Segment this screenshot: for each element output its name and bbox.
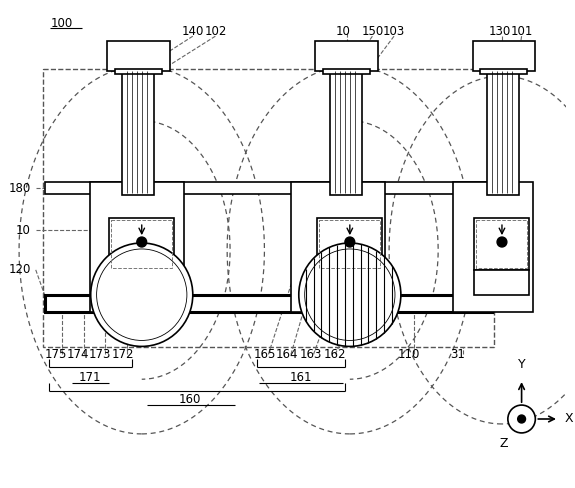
Text: 110: 110 (397, 348, 420, 361)
Text: 173: 173 (89, 348, 111, 361)
Text: 120: 120 (9, 264, 31, 276)
Bar (453, 183, 534, 312)
Bar (90, 183, 184, 312)
Text: 161: 161 (289, 371, 312, 384)
Bar (109, 218, 174, 270)
Bar (115, 69, 162, 74)
Text: Y: Y (518, 358, 526, 371)
Text: 101: 101 (511, 25, 533, 38)
Bar (45, 183, 492, 194)
Text: 174: 174 (67, 348, 89, 361)
Text: 180: 180 (9, 182, 31, 195)
Bar (473, 41, 535, 71)
Bar (477, 220, 527, 268)
Circle shape (508, 405, 535, 433)
Bar (316, 41, 378, 71)
Text: 162: 162 (324, 348, 346, 361)
Bar (474, 218, 530, 270)
Text: 172: 172 (112, 348, 135, 361)
Bar (45, 295, 492, 312)
Bar (487, 69, 519, 195)
Bar (319, 220, 380, 268)
Circle shape (137, 237, 147, 247)
Bar (122, 69, 154, 195)
Text: X: X (565, 412, 573, 426)
Text: 164: 164 (276, 348, 298, 361)
Text: 130: 130 (489, 25, 511, 38)
Circle shape (345, 237, 355, 247)
Circle shape (91, 243, 193, 346)
Text: 10: 10 (336, 25, 350, 38)
Bar (291, 183, 385, 312)
Text: 160: 160 (179, 393, 201, 406)
Bar (43, 69, 494, 347)
Text: 165: 165 (253, 348, 275, 361)
Bar (474, 270, 530, 295)
Text: 150: 150 (361, 25, 384, 38)
Bar (112, 220, 172, 268)
Text: 10: 10 (16, 224, 31, 237)
Text: 171: 171 (78, 371, 101, 384)
Text: 31: 31 (450, 348, 465, 361)
Circle shape (497, 237, 507, 247)
Bar (317, 218, 382, 270)
Text: 100: 100 (51, 17, 72, 30)
Text: 102: 102 (204, 25, 227, 38)
Text: 103: 103 (383, 25, 405, 38)
Circle shape (97, 249, 187, 341)
Circle shape (299, 243, 401, 346)
Text: Z: Z (500, 437, 508, 450)
Text: 140: 140 (182, 25, 204, 38)
Bar (108, 41, 170, 71)
Bar (330, 69, 362, 195)
Text: 163: 163 (300, 348, 322, 361)
Bar (480, 69, 527, 74)
Text: 175: 175 (44, 348, 67, 361)
Circle shape (518, 415, 526, 423)
Bar (323, 69, 370, 74)
